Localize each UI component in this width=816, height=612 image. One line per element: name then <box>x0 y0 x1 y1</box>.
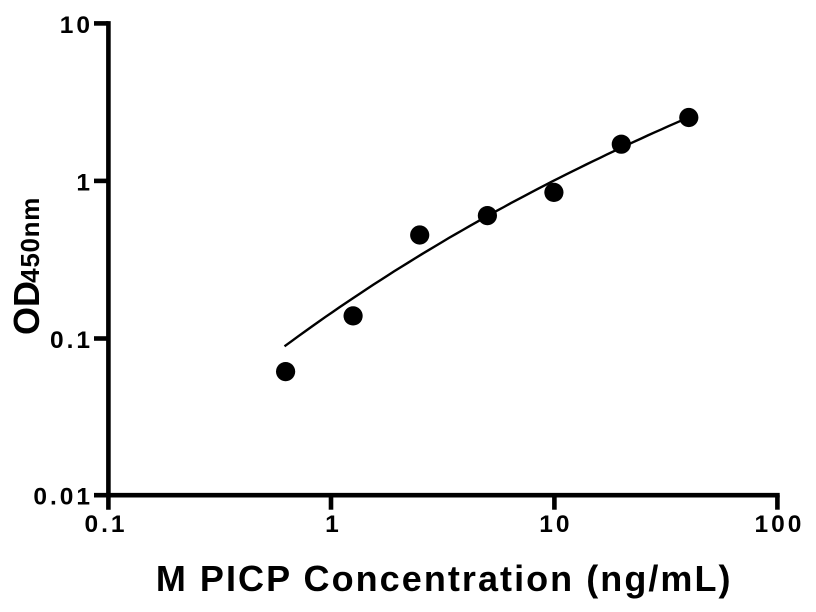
svg-text:100: 100 <box>754 511 804 538</box>
svg-text:OD450nm: OD450nm <box>6 197 47 335</box>
svg-text:1: 1 <box>325 511 342 538</box>
svg-text:M PICP Concentration (ng/mL): M PICP Concentration (ng/mL) <box>156 558 733 599</box>
svg-text:0.1: 0.1 <box>50 327 93 354</box>
svg-text:1: 1 <box>76 169 93 196</box>
svg-text:10: 10 <box>60 12 93 39</box>
svg-text:10: 10 <box>539 511 572 538</box>
svg-text:0.01: 0.01 <box>33 484 93 511</box>
svg-text:0.1: 0.1 <box>84 511 127 538</box>
